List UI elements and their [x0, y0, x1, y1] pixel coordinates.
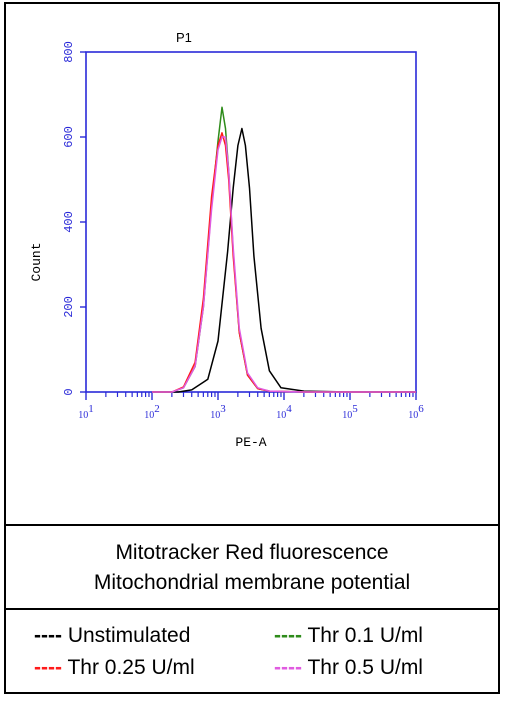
histogram-chart: P1 Count PE-A 0 200 400 600 800 101 102 103 104…: [29, 30, 424, 450]
y-tick-label: 600: [62, 126, 76, 148]
series-line-thr-0-5-u-ml: [152, 136, 416, 393]
chart-title: P1: [176, 30, 192, 45]
y-tick-label: 200: [62, 296, 76, 318]
caption-line-2: Mitochondrial membrane potential: [93, 571, 411, 594]
y-tick-label: 0: [62, 388, 76, 395]
x-tick-label: 105: [342, 403, 358, 421]
legend-dash: ----: [274, 624, 302, 647]
x-axis-ticks: 101 102 103 104 105 106: [78, 392, 424, 421]
plot-panel: P1 Count PE-A 0 200 400 600 800 101 102 103 104…: [6, 4, 498, 526]
legend-dash: ----: [34, 656, 62, 679]
figure: P1 Count PE-A 0 200 400 600 800 101 102 103 104…: [4, 2, 500, 694]
series-line-thr-0-25-u-ml: [152, 132, 416, 393]
y-tick-label: 800: [62, 41, 76, 63]
y-axis-ticks: 0 200 400 600 800: [62, 41, 86, 396]
legend-label: Unstimulated: [67, 624, 191, 647]
x-tick-label: 102: [144, 403, 160, 421]
legend: ---- Unstimulated ---- Thr 0.1 U/ml ----…: [6, 610, 498, 694]
x-tick-label: 106: [408, 403, 424, 421]
series-line-thr-0-1-u-ml: [152, 106, 416, 393]
legend-item-thr-0-25: ---- Thr 0.25 U/ml: [34, 656, 195, 680]
legend-dash: ----: [274, 656, 302, 679]
y-axis-label: Count: [29, 242, 44, 281]
series-line-unstimulated: [152, 127, 416, 393]
legend-item-thr-0-1: ---- Thr 0.1 U/ml: [274, 624, 423, 648]
x-axis-label: PE-A: [235, 435, 266, 450]
legend-label: Thr 0.5 U/ml: [307, 656, 423, 679]
legend-item-unstimulated: ---- Unstimulated: [34, 624, 190, 648]
legend-item-thr-0-5: ---- Thr 0.5 U/ml: [274, 656, 423, 680]
x-tick-label: 104: [276, 403, 292, 421]
caption-line-1: Mitotracker Red fluorescence: [115, 541, 389, 564]
series-lines: [152, 106, 416, 393]
legend-label: Thr 0.1 U/ml: [307, 624, 423, 647]
figure-caption: Mitotracker Red fluorescence Mitochondri…: [6, 526, 498, 610]
y-tick-label: 400: [62, 211, 76, 233]
x-tick-label: 103: [210, 403, 226, 421]
x-tick-label: 101: [78, 403, 94, 421]
legend-label: Thr 0.25 U/ml: [67, 656, 195, 679]
legend-dash: ----: [34, 624, 62, 647]
